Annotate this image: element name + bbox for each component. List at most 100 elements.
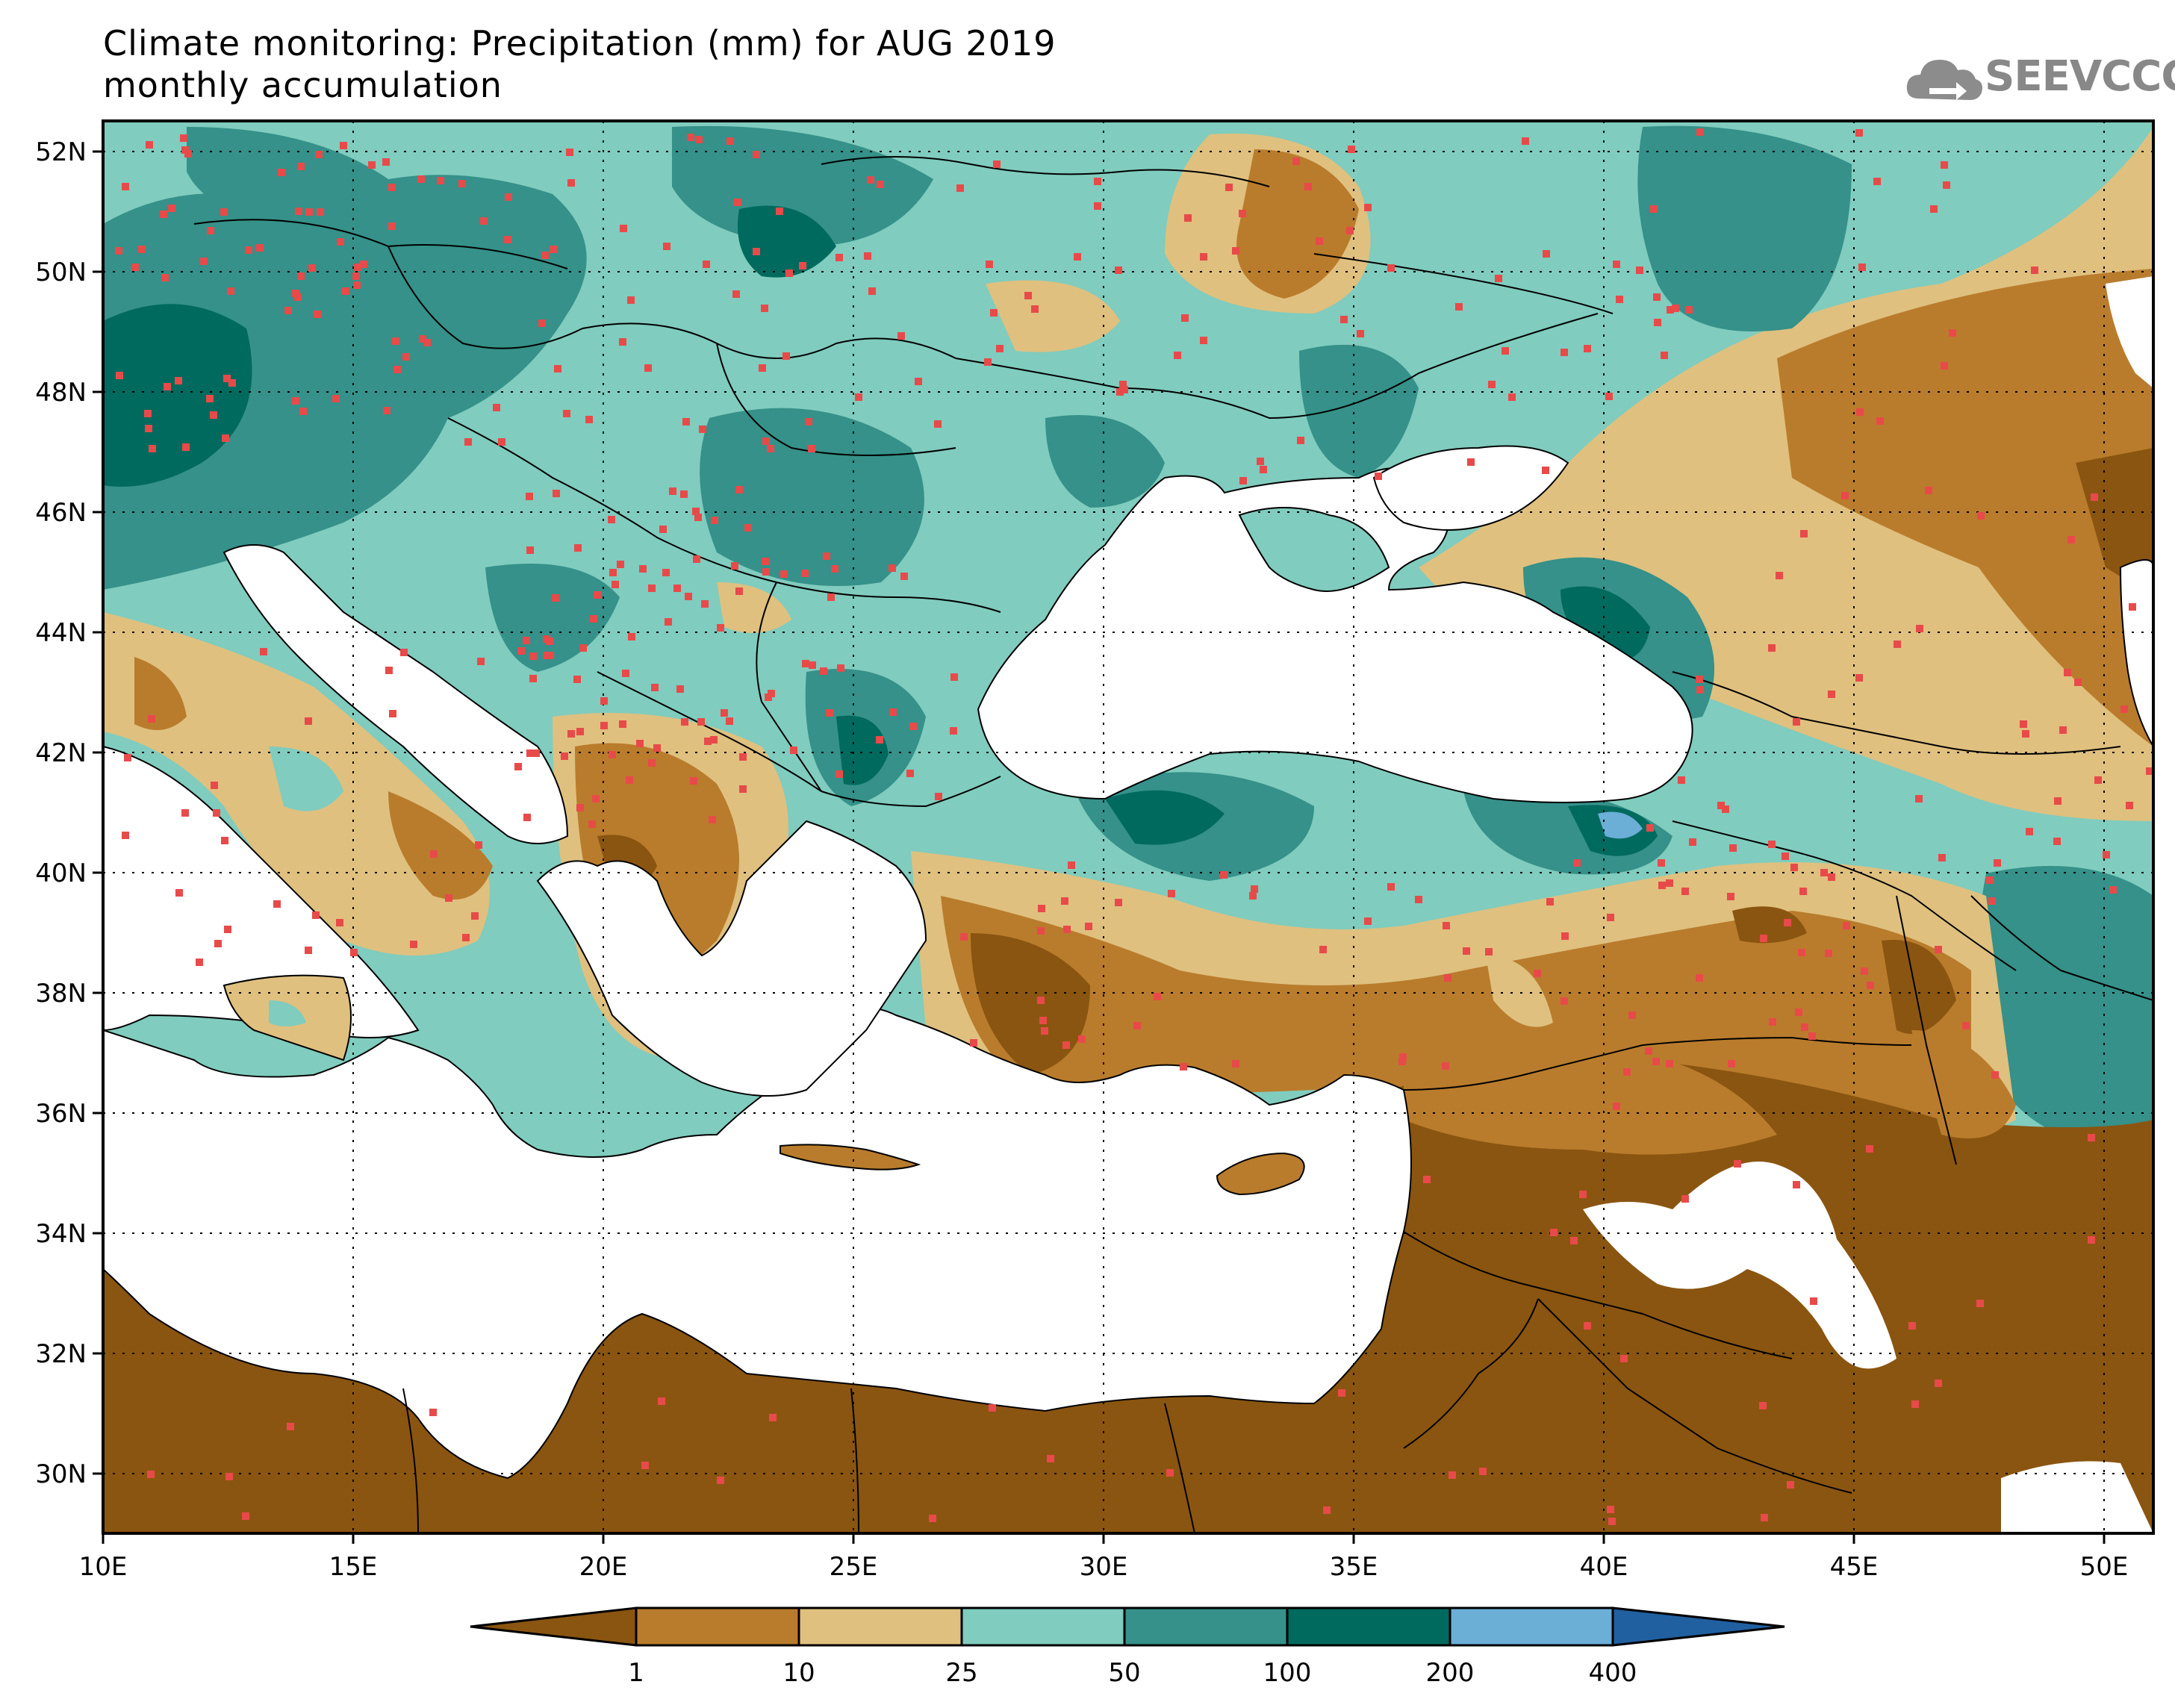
station-marker: [1348, 146, 1355, 153]
station-marker: [1908, 1322, 1916, 1330]
station-marker: [644, 364, 652, 372]
station-marker: [1443, 922, 1450, 929]
station-marker: [989, 1404, 996, 1412]
lat-label: 34N: [35, 1219, 87, 1249]
station-marker: [1323, 1506, 1331, 1514]
station-marker: [1666, 879, 1673, 887]
station-marker: [1808, 1032, 1816, 1040]
station-marker: [388, 184, 396, 191]
station-marker: [579, 644, 587, 652]
station-marker: [1658, 859, 1665, 867]
station-marker: [1251, 885, 1258, 893]
station-marker: [1915, 795, 1923, 802]
station-marker: [636, 740, 644, 747]
station-marker: [2074, 679, 2082, 686]
station-marker: [1184, 214, 1192, 222]
station-marker: [986, 261, 993, 268]
station-marker: [1239, 477, 1247, 484]
station-marker: [694, 514, 702, 521]
station-marker: [389, 710, 396, 717]
station-marker: [690, 777, 697, 785]
station-marker: [2120, 705, 2128, 713]
axis-ticks: [93, 150, 2106, 1544]
station-marker: [2103, 851, 2110, 858]
station-marker: [876, 736, 883, 744]
station-marker: [877, 181, 884, 188]
station-marker: [1858, 264, 1866, 271]
station-marker: [505, 193, 512, 201]
station-marker: [1696, 676, 1703, 683]
station-marker: [1930, 205, 1938, 213]
station-marker: [308, 264, 316, 272]
station-marker: [1232, 1060, 1239, 1068]
station-marker: [1180, 1063, 1187, 1070]
logo-text: SEEVCCC: [1985, 52, 2175, 101]
station-marker: [353, 281, 361, 289]
lon-label: 10E: [79, 1552, 128, 1582]
station-marker: [639, 565, 647, 573]
azov-sea: [1372, 445, 1569, 531]
station-marker: [1843, 922, 1850, 929]
station-marker: [1168, 890, 1175, 897]
station-marker: [759, 364, 766, 372]
station-marker: [697, 718, 705, 726]
station-marker: [1925, 487, 1932, 494]
station-marker: [1364, 917, 1372, 925]
station-marker: [790, 747, 797, 754]
station-marker: [1696, 128, 1704, 136]
station-marker: [256, 244, 264, 252]
station-marker: [744, 524, 752, 532]
country-borders: [193, 156, 2153, 1533]
station-marker: [146, 141, 153, 149]
station-marker: [935, 793, 942, 800]
station-marker: [1935, 1380, 1942, 1387]
station-marker: [802, 660, 809, 667]
station-marker: [1463, 947, 1470, 955]
station-marker: [1938, 854, 1946, 861]
station-marker: [1550, 1229, 1558, 1236]
station-marker: [445, 894, 452, 902]
station-marker: [1894, 640, 1901, 648]
station-marker: [682, 418, 690, 426]
station-marker: [1761, 1514, 1768, 1521]
station-marker: [1666, 1060, 1673, 1068]
station-marker: [1508, 393, 1516, 401]
station-marker: [1776, 572, 1783, 579]
station-marker: [1502, 347, 1509, 355]
station-marker: [131, 264, 139, 271]
station-marker: [287, 1423, 294, 1430]
station-marker: [619, 338, 626, 346]
station-marker: [336, 919, 343, 926]
station-marker: [1988, 897, 1996, 905]
station-marker: [1063, 926, 1071, 933]
station-marker: [278, 169, 285, 176]
station-marker: [627, 296, 635, 304]
station-marker: [600, 722, 608, 729]
station-marker: [805, 418, 812, 426]
lon-label: 50E: [2080, 1552, 2129, 1582]
station-marker: [753, 248, 760, 255]
station-marker: [1415, 896, 1422, 903]
cyprus: [1216, 1152, 1305, 1196]
station-marker: [1856, 408, 1864, 416]
station-marker: [1667, 306, 1674, 314]
station-marker: [826, 709, 833, 717]
station-marker: [1316, 237, 1323, 245]
station-marker: [651, 684, 659, 691]
colorbar-segment: [960, 1606, 1126, 1647]
colorbar-arrow-left: [470, 1606, 638, 1647]
station-marker: [785, 269, 793, 277]
station-marker: [392, 337, 399, 345]
station-marker: [1734, 1160, 1741, 1168]
colorbar-label: 100: [1263, 1658, 1312, 1688]
station-marker: [1584, 345, 1591, 352]
station-marker: [462, 934, 470, 941]
station-marker: [628, 633, 635, 640]
station-marker: [1696, 686, 1704, 694]
station-marker: [739, 785, 747, 793]
station-marker: [1584, 1322, 1591, 1330]
station-marker: [1685, 306, 1693, 314]
station-marker: [1449, 1471, 1456, 1479]
station-marker: [929, 1515, 936, 1522]
station-marker: [600, 697, 608, 705]
